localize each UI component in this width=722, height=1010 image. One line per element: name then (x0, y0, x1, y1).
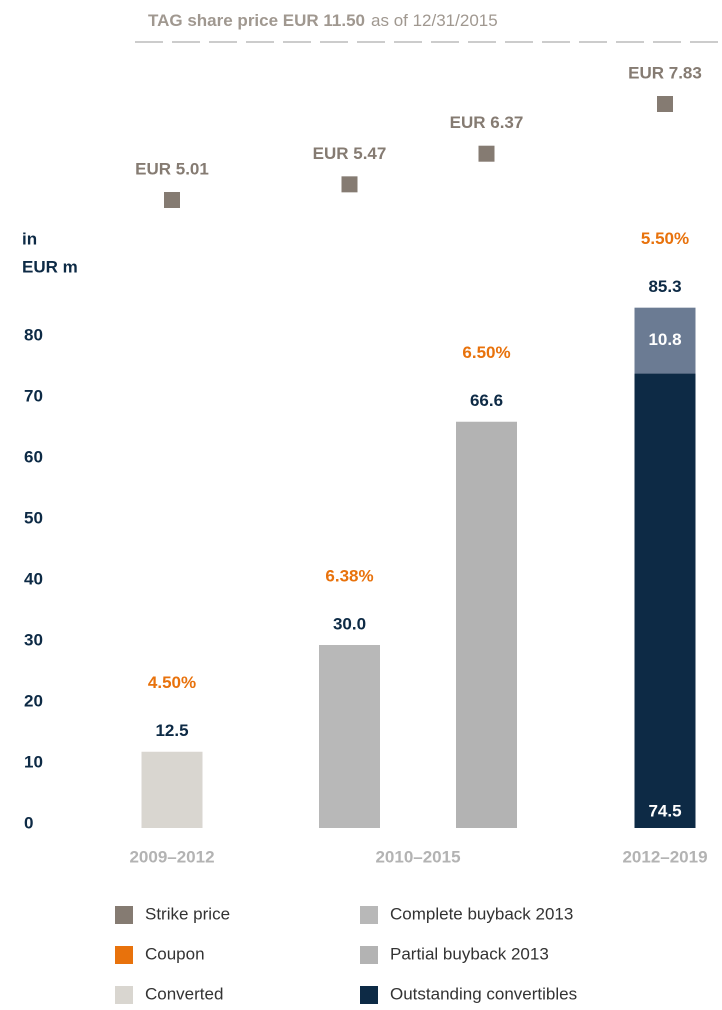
strike-marker (478, 145, 495, 162)
value-label: 30.0 (333, 614, 366, 633)
x-tick-label: 2012–2019 (622, 847, 707, 866)
segment-label: 74.5 (648, 801, 681, 820)
strike-marker (657, 96, 673, 112)
strike-label: EUR 6.37 (450, 113, 524, 132)
bar-segment (141, 751, 203, 828)
strike-label: EUR 7.83 (628, 63, 702, 82)
y-tick-label: 80 (24, 325, 43, 344)
title-bold: TAG share price EUR 11.50 (148, 11, 365, 30)
strike-marker (164, 192, 180, 208)
legend-label: Complete buyback 2013 (390, 904, 573, 923)
strike-marker (341, 176, 358, 193)
bar-segment (456, 421, 517, 828)
chart-title: TAG share price EUR 11.50 as of 12/31/201… (148, 11, 498, 30)
y-tick-label: 60 (24, 447, 43, 466)
bar-segment (634, 307, 696, 374)
strike-label: EUR 5.47 (313, 144, 387, 163)
y-tick-label: 50 (24, 508, 43, 527)
legend-label: Partial buyback 2013 (390, 944, 549, 963)
y-tick-label: 10 (24, 752, 43, 771)
legend-label: Converted (145, 984, 223, 1003)
coupon-label: 6.38% (325, 566, 373, 585)
value-label: 12.5 (155, 721, 188, 740)
y-tick-label: 70 (24, 386, 43, 405)
y-tick-label: 0 (24, 813, 33, 832)
coupon-label: 6.50% (462, 343, 510, 362)
value-label: 66.6 (470, 391, 503, 410)
bar-segment (319, 645, 380, 828)
x-tick-label: 2010–2015 (375, 847, 460, 866)
y-tick-label: 40 (24, 569, 43, 588)
legend-swatch (115, 946, 133, 964)
legend-label: Coupon (145, 944, 205, 963)
legend-label: Outstanding convertibles (390, 984, 577, 1003)
legend-swatch (115, 906, 133, 924)
segment-label: 10.8 (648, 330, 681, 349)
legend-label: Strike price (145, 904, 230, 923)
total-label: 85.3 (648, 277, 681, 296)
y-tick-label: 30 (24, 630, 43, 649)
x-tick-label: 2009–2012 (129, 847, 214, 866)
y-axis-label: EUR m (22, 257, 78, 276)
coupon-label: 5.50% (641, 229, 689, 248)
legend-swatch (360, 906, 378, 924)
title-rest: as of 12/31/2015 (371, 11, 498, 30)
y-tick-label: 20 (24, 691, 43, 710)
strike-label: EUR 5.01 (135, 159, 209, 178)
bar-segment (634, 373, 696, 828)
legend-swatch (360, 946, 378, 964)
coupon-label: 4.50% (148, 673, 196, 692)
y-axis-label: in (22, 229, 37, 248)
legend-swatch (115, 986, 133, 1004)
legend-swatch (360, 986, 378, 1004)
